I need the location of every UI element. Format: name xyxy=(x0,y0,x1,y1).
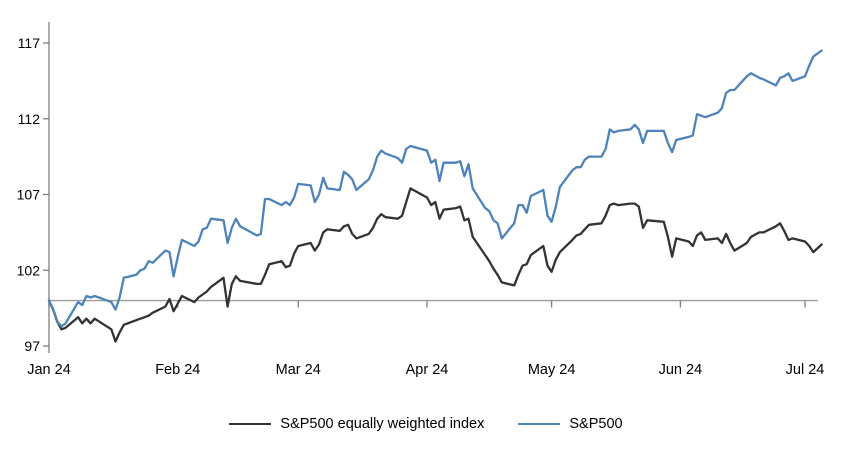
y-tick-label: 117 xyxy=(18,35,41,51)
x-tick-label: Jan 24 xyxy=(27,362,71,378)
y-tick-label: 107 xyxy=(17,187,41,203)
x-tick-label: May 24 xyxy=(528,362,576,378)
chart-svg: 97 102 107 112 117 Jan 24 Feb 24 Mar 24 Apr 24 Ma… xyxy=(17,22,825,378)
legend-label-sp500: S&P500 xyxy=(569,416,623,432)
sp500-line-swatch xyxy=(518,423,561,425)
chart-legend: S&P500 equally weighted index S&P500 xyxy=(0,410,852,438)
equal-weight-line-swatch xyxy=(229,423,272,425)
x-tick-label: Mar 24 xyxy=(276,362,321,378)
y-tick-label: 112 xyxy=(18,111,41,127)
y-tick-label: 102 xyxy=(17,262,41,278)
line-chart: 97 102 107 112 117 Jan 24 Feb 24 Mar 24 Apr 24 Ma… xyxy=(17,22,825,378)
equal-weight-series-line xyxy=(47,187,823,343)
legend-item-equal-weight: S&P500 equally weighted index xyxy=(229,416,484,432)
x-tick-label: Apr 24 xyxy=(406,362,449,378)
x-tick-label: Feb 24 xyxy=(155,362,200,378)
x-tick-label: Jun 24 xyxy=(659,362,703,378)
y-tick-label: 97 xyxy=(24,338,40,354)
legend-item-sp500: S&P500 xyxy=(518,416,623,432)
x-tick-label: Jul 24 xyxy=(786,362,825,378)
sp500-series-line xyxy=(47,49,823,328)
legend-label-equal-weight: S&P500 equally weighted index xyxy=(280,416,485,432)
